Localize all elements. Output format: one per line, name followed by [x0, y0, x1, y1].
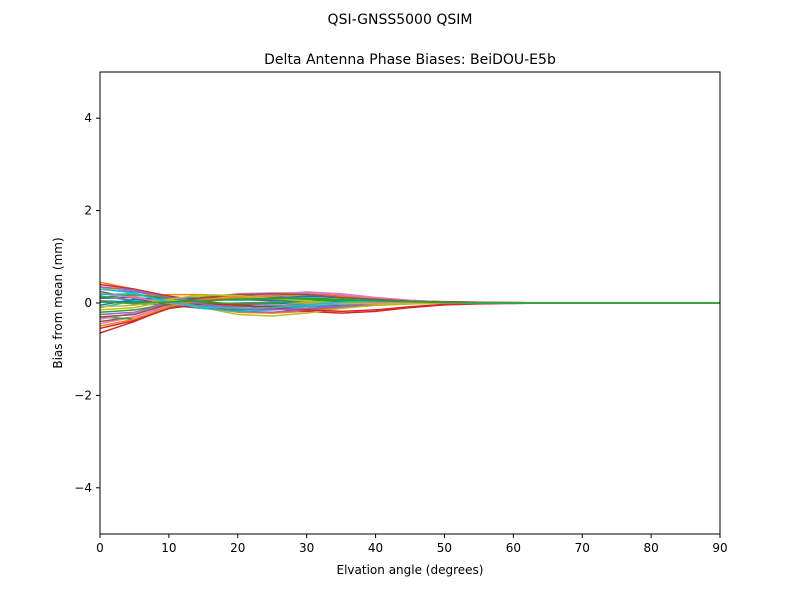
y-tick-label: −4	[74, 481, 92, 495]
x-tick-label: 0	[96, 541, 104, 555]
chart-suptitle: QSI-GNSS5000 QSIM	[328, 12, 473, 28]
x-tick-label: 20	[230, 541, 245, 555]
chart-title: Delta Antenna Phase Biases: BeiDOU-E5b	[264, 52, 556, 68]
y-tick-label: 4	[84, 111, 92, 125]
y-tick-label: 0	[84, 296, 92, 310]
x-tick-label: 60	[506, 541, 521, 555]
y-axis-label: Bias from mean (mm)	[51, 237, 65, 368]
x-tick-label: 30	[299, 541, 314, 555]
x-axis-label: Elvation angle (degrees)	[337, 563, 484, 577]
y-tick-label: −2	[74, 388, 92, 402]
series-line-30	[100, 297, 720, 304]
series-layer	[100, 281, 720, 334]
x-tick-label: 90	[712, 541, 727, 555]
x-tick-label: 70	[575, 541, 590, 555]
x-tick-label: 50	[437, 541, 452, 555]
x-tick-label: 40	[368, 541, 383, 555]
x-tick-label: 80	[643, 541, 658, 555]
y-tick-label: 2	[84, 204, 92, 218]
x-axis-ticks: 0 10 20 30 40 50 60 70 80 90	[96, 534, 728, 555]
x-tick-label: 10	[161, 541, 176, 555]
y-axis-ticks: −4 −2 0 2 4	[74, 111, 100, 495]
